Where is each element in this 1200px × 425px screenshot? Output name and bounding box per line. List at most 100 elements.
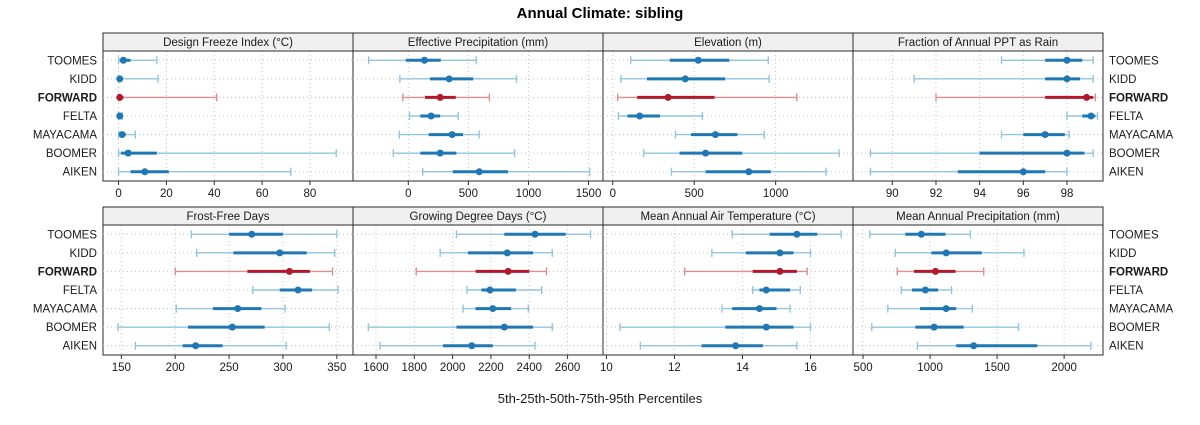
median-dot	[762, 286, 770, 294]
axis-tick-label: 98	[1061, 188, 1074, 200]
percentile-row-mayacama	[721, 304, 791, 313]
percentile-row-felta	[1066, 112, 1099, 120]
site-label-left-aiken: AIKEN	[62, 341, 97, 353]
median-dot	[436, 93, 444, 101]
percentile-row-kidd	[439, 248, 553, 257]
percentile-row-forward	[415, 267, 548, 276]
axis-tick-label: 2000	[440, 362, 466, 374]
axis-tick-label: 0	[115, 188, 121, 200]
percentile-row-aiken	[670, 167, 827, 176]
axis-tick-label: 1600	[363, 362, 389, 374]
percentile-row-boomer	[117, 323, 330, 332]
panel-data	[616, 56, 840, 176]
median-dot	[681, 75, 689, 83]
median-dot	[776, 249, 784, 257]
site-label-left-boomer: BOOMER	[46, 148, 97, 160]
panel-data	[869, 230, 1092, 350]
percentile-row-felta	[116, 112, 124, 120]
percentile-row-felta	[466, 286, 543, 294]
median-dot	[118, 131, 126, 139]
chart-title: Annual Climate: sibling	[516, 5, 684, 22]
median-dot	[694, 56, 702, 64]
axis-tick-label: 1000	[763, 188, 789, 200]
axis-tick-label: 16	[804, 362, 817, 374]
site-label-right-toomes: TOOMES	[1109, 55, 1159, 67]
percentile-row-felta	[617, 112, 704, 120]
median-dot	[702, 149, 710, 157]
median-dot	[276, 249, 284, 257]
panel-data	[619, 230, 842, 350]
percentile-row-boomer	[392, 149, 516, 158]
axis-tick-label: 1000	[917, 362, 943, 374]
axis-tick-label: 20	[160, 188, 173, 200]
percentile-row-mayacama	[674, 130, 765, 139]
axis-tick-label: 92	[930, 188, 943, 200]
percentile-row-aiken	[379, 341, 536, 350]
axis-tick-label: 2600	[555, 362, 581, 374]
panel-strip-title: Effective Precipitation (mm)	[408, 37, 549, 49]
median-dot	[427, 112, 435, 120]
axis-tick-label: 2200	[478, 362, 504, 374]
median-dot	[421, 56, 429, 64]
axis-tick-label: 2400	[516, 362, 542, 374]
axis-tick-label: 14	[736, 362, 749, 374]
percentile-row-toomes	[1000, 56, 1094, 65]
median-dot	[489, 305, 497, 313]
median-dot	[942, 249, 950, 257]
site-label-left-aiken: AIKEN	[62, 167, 97, 179]
site-label-right-kidd: KIDD	[1109, 74, 1136, 86]
median-dot	[930, 323, 938, 331]
percentile-row-toomes	[367, 56, 477, 65]
percentile-row-kidd	[894, 248, 1025, 257]
percentile-row-aiken	[117, 167, 292, 176]
median-dot	[294, 286, 302, 294]
percentile-row-mayacama	[462, 304, 529, 313]
percentile-row-boomer	[117, 149, 337, 158]
percentile-row-felta	[252, 286, 339, 294]
site-label-left-toomes: TOOMES	[47, 55, 97, 67]
median-dot	[234, 305, 242, 313]
percentile-row-aiken	[916, 341, 1092, 350]
percentile-row-kidd	[399, 74, 518, 83]
percentile-row-forward	[935, 93, 1097, 102]
axis-tick-label: 200	[166, 362, 185, 374]
median-dot	[921, 286, 929, 294]
site-label-right-aiken: AIKEN	[1109, 341, 1144, 353]
axis-tick-label: 0	[405, 188, 411, 200]
median-dot	[732, 342, 740, 350]
median-dot	[116, 112, 124, 120]
median-dot	[141, 168, 149, 176]
site-label-right-forward: FORWARD	[1109, 92, 1168, 104]
axis-tick-label: 1800	[402, 362, 428, 374]
site-label-left-kidd: KIDD	[70, 248, 97, 260]
median-dot	[745, 168, 753, 176]
panel-data	[117, 230, 339, 350]
percentile-row-kidd	[711, 248, 812, 257]
percentile-row-mayacama	[398, 130, 480, 139]
axis-tick-label: 500	[853, 362, 872, 374]
panel-mean-annual-precipitation-mm-: Mean Annual Precipitation (mm) 500 1000 150…	[852, 206, 1104, 374]
median-dot	[448, 131, 456, 139]
site-label-right-mayacama: MAYACAMA	[1109, 304, 1173, 316]
percentile-row-forward	[174, 267, 334, 276]
panel-strip-title: Design Freeze Index (°C)	[163, 37, 293, 49]
median-dot	[711, 131, 719, 139]
panel-strip-title: Frost-Free Days	[186, 211, 269, 223]
median-dot	[192, 342, 200, 350]
median-dot	[755, 305, 763, 313]
panel-strip-title: Mean Annual Air Temperature (°C)	[640, 211, 815, 223]
panel-design-freeze-index-c-: Design Freeze Index (°C) 0 20 40 60 80	[102, 32, 354, 200]
percentile-row-felta	[408, 112, 459, 120]
panel-fraction-of-annual-ppt-as-rain: Fraction of Annual PPT as Rain 90 92 94 96 98	[852, 32, 1104, 200]
percentile-row-aiken	[639, 341, 798, 350]
median-dot	[445, 75, 453, 83]
percentile-row-aiken	[134, 341, 287, 350]
percentile-row-boomer	[871, 323, 1020, 332]
axis-tick-label: 150	[112, 362, 131, 374]
axis-tick-label: 350	[327, 362, 346, 374]
site-label-right-kidd: KIDD	[1109, 248, 1136, 260]
median-dot	[285, 267, 293, 275]
site-label-left-felta: FELTA	[63, 285, 97, 297]
panel-frost-free-days: Frost-Free Days 150 200 250 300 350	[102, 206, 354, 374]
